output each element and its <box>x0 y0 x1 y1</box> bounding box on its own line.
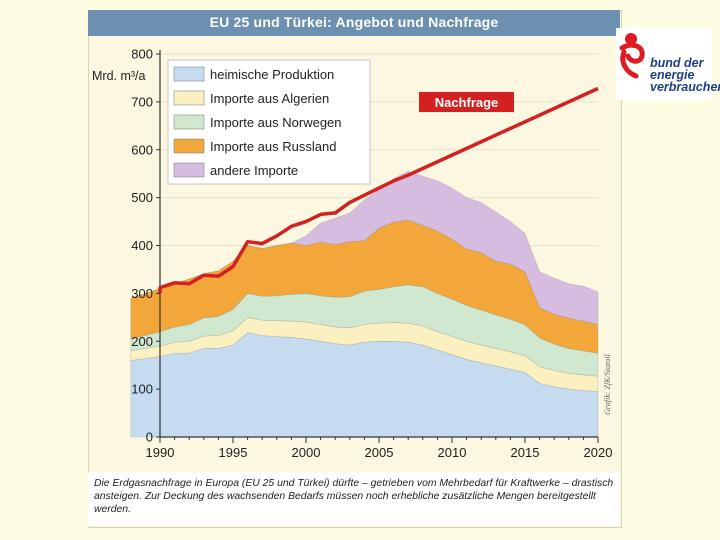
chart-title: EU 25 und Türkei: Angebot und Nachfrage <box>209 14 499 30</box>
demand-label-box <box>419 92 514 112</box>
graphic-credit: Grafik: ZfK/Statoil <box>603 354 612 415</box>
legend-label-1: Importe aus Algerien <box>210 91 329 106</box>
y-tick-label-0: 0 <box>146 430 153 445</box>
legend-label-4: andere Importe <box>210 163 298 178</box>
legend-swatch-0 <box>173 66 205 82</box>
legend-swatch-2 <box>173 114 205 130</box>
logo-line-2: energie <box>650 68 695 82</box>
y-tick-label-6: 600 <box>131 142 153 157</box>
x-tick-label-2: 2000 <box>292 445 321 460</box>
logo-line-3: verbraucher <box>650 80 720 94</box>
legend-label-2: Importe aus Norwegen <box>210 115 342 130</box>
x-tick-label-6: 2020 <box>584 445 613 460</box>
caption-box: Die Erdgasnachfrage in Europa (EU 25 und… <box>88 472 620 526</box>
chart-title-bar: EU 25 und Türkei: Angebot und Nachfrage <box>88 10 620 36</box>
logo-figure-icon <box>619 33 645 79</box>
area-series-2 <box>130 284 599 377</box>
logo-line-1: bund der <box>650 56 704 70</box>
demand-label: Nachfrage <box>435 95 499 110</box>
legend-swatch-1 <box>173 90 205 106</box>
x-tick-label-5: 2015 <box>511 445 540 460</box>
area-series-4 <box>130 170 599 325</box>
x-tick-label-0: 1990 <box>146 445 175 460</box>
x-tick-label-4: 2010 <box>438 445 467 460</box>
y-tick-label-5: 500 <box>131 190 153 205</box>
y-tick-label-1: 100 <box>131 382 153 397</box>
logo-text: bund der energie verbraucher <box>650 56 720 94</box>
stacked-area-chart: 0 100 200 300 400 500 600 700 800 1990 1995 2000 200… <box>92 47 613 461</box>
legend-label-0: heimische Produktion <box>210 67 334 82</box>
legend-label-3: Importe aus Russland <box>210 139 336 154</box>
x-tick-label-1: 1995 <box>219 445 248 460</box>
y-axis-label: Mrd. m³/a <box>92 69 146 83</box>
y-tick-label-8: 800 <box>131 47 153 62</box>
legend-swatch-3 <box>173 138 205 154</box>
y-tick-label-2: 200 <box>131 334 153 349</box>
legend-swatch-4 <box>173 162 205 178</box>
demand-line <box>158 86 599 294</box>
x-tick-label-3: 2005 <box>365 445 394 460</box>
y-tick-label-7: 700 <box>131 94 153 109</box>
y-tick-label-4: 400 <box>131 238 153 253</box>
caption-text: Die Erdgasnachfrage in Europa (EU 25 und… <box>94 478 614 515</box>
y-tick-label-3: 300 <box>131 286 153 301</box>
